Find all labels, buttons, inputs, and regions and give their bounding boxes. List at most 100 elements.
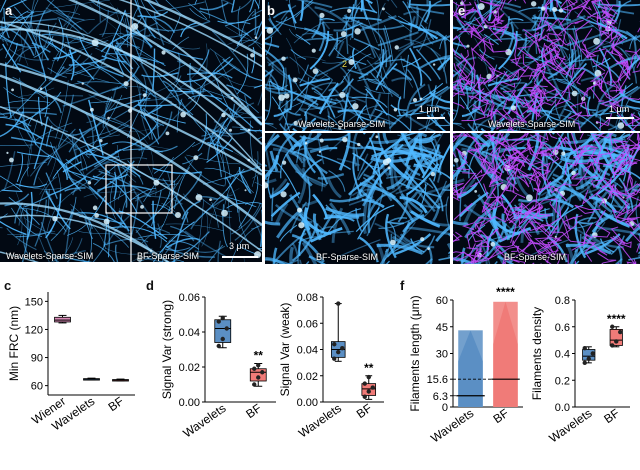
bright-spot [231,96,234,100]
filament [326,111,331,131]
filament [614,258,623,264]
filament [322,55,354,64]
filament [265,84,289,90]
panel-e-bottom-image [453,133,640,264]
filament [180,22,197,38]
filament [438,256,450,261]
bright-spot [247,158,251,162]
filament [80,148,122,171]
filament [498,129,520,131]
zoom-box [105,164,173,214]
bright-spot [11,88,14,92]
y-tick-label: 0.06 [179,292,200,304]
bright-spot [593,37,600,45]
filament [328,170,346,192]
filament [20,0,34,13]
network-segment [544,257,562,264]
y-tick-label: 0.00 [179,397,200,409]
chart-f-right: 0.0 0.2 0.4 0.6 0.8 Filaments densityWavelets… [530,295,630,446]
filament [11,47,32,68]
filament [139,257,184,262]
filament [366,77,400,97]
filament [210,94,254,129]
filament [316,154,352,171]
filament [257,248,262,249]
network-segment [591,133,621,156]
filament [477,28,492,41]
bright-spot [147,256,150,259]
filament [453,155,468,180]
y-tick-label: 120 [25,324,43,336]
bright-spot [123,81,129,87]
bright-spot [571,90,578,97]
filament [251,47,256,74]
filament [222,58,262,81]
filament [439,34,447,50]
filament [90,93,142,104]
filament [484,0,522,9]
filament [318,105,359,117]
filament [109,116,146,137]
filament [238,209,249,242]
network-segment [633,259,640,264]
network-segment [538,146,557,157]
filament [34,66,65,94]
filament [190,78,238,116]
filament [454,56,483,82]
filament [453,169,470,173]
filament [29,0,39,29]
filament [6,227,37,251]
filament [338,133,351,171]
filament [117,165,128,208]
bright-spot [617,122,625,129]
filament [328,34,353,56]
filament [412,35,450,49]
network-segment [459,30,494,46]
data-point [216,319,221,324]
filament [16,62,46,76]
filament [415,48,441,80]
filament [8,196,40,226]
filament [547,133,565,160]
network-segment [467,23,483,39]
network-segment [611,162,638,174]
filament [463,202,477,225]
panel-a-image [0,0,262,262]
bright-spot [254,36,258,39]
network-segment [528,206,544,229]
filament [402,0,412,29]
y-axis-label: Signal Var (strong) [160,300,174,399]
filament [0,112,5,116]
filament [417,54,450,70]
bright-spot [244,189,247,192]
network-segment [591,156,614,166]
filament [155,1,205,12]
filament [299,0,304,22]
network-segment [600,0,618,15]
bright-spot [304,141,308,145]
filament [285,37,300,74]
filament [355,62,374,98]
filament [88,10,121,35]
filament [296,97,324,111]
filament [376,243,423,255]
filament [607,19,622,52]
filament [447,112,450,118]
network-segment [630,118,640,131]
x-tick-label: BF [354,401,375,421]
network-segment [622,248,635,264]
filament [176,60,211,75]
network-segment [607,48,640,83]
network-segment [566,0,591,10]
filament [45,7,89,35]
filament [4,42,18,67]
filament [153,11,165,46]
y-tick-label: 45 [436,322,448,334]
data-point [370,385,375,390]
filament [494,93,535,99]
filament [497,255,515,264]
network-segment [560,0,578,11]
filament [378,212,423,229]
network-segment [590,0,598,14]
